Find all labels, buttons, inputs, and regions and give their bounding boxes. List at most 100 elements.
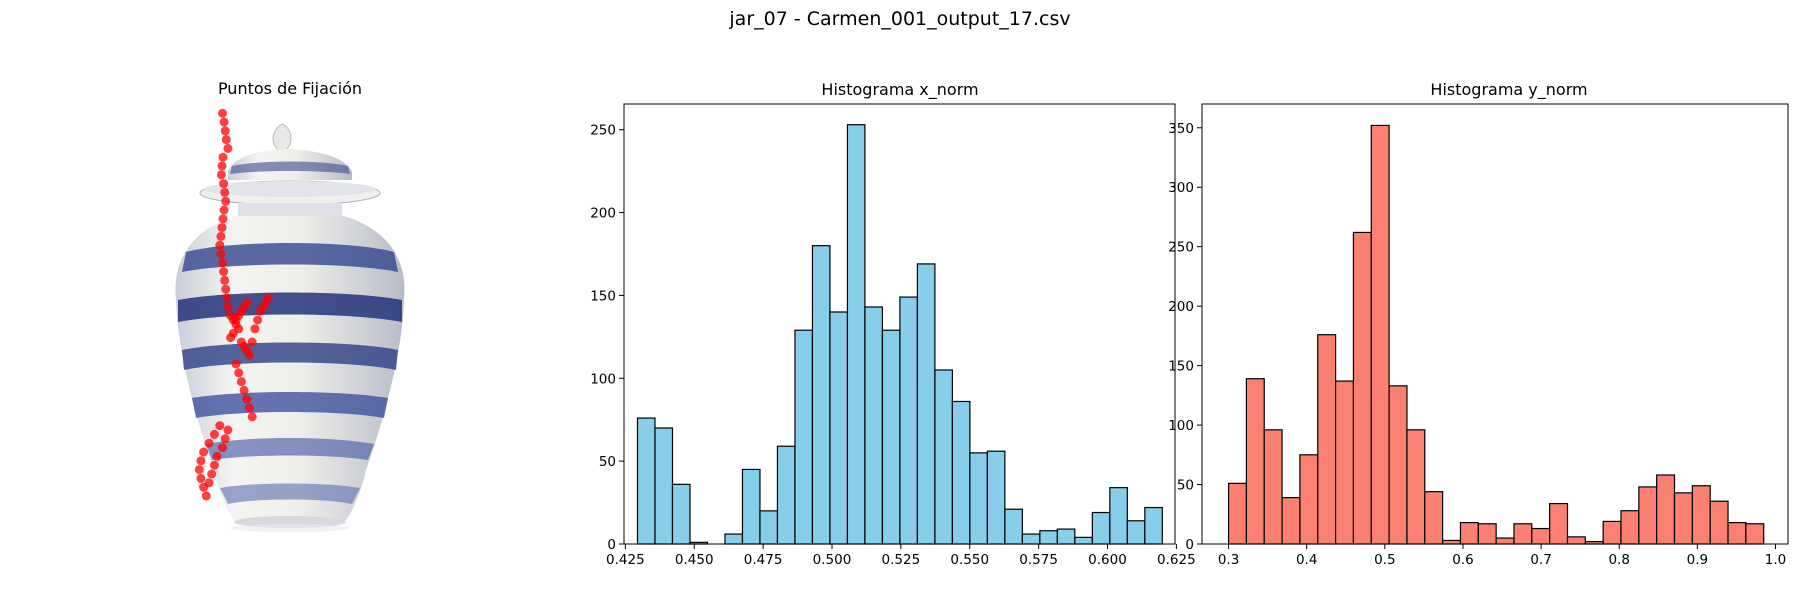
fixation-point <box>239 385 249 395</box>
fixation-point <box>216 249 226 259</box>
hist-y-ytick-label: 200 <box>1168 299 1194 315</box>
hist-x-bar <box>1091 511 1111 545</box>
hist-y-bar <box>1745 523 1765 545</box>
hist-x-bar <box>1074 536 1093 545</box>
fixation-point <box>219 179 229 189</box>
fixation-point <box>250 324 260 334</box>
hist-x-ytick-label: 50 <box>599 454 616 470</box>
hist-y-yaxis: 0 50 100 150 200 250 300 350 <box>1168 121 1202 553</box>
hist-x-bar <box>759 510 779 545</box>
hist-y-xtick-label: 0.4 <box>1296 552 1317 568</box>
hist-x-bar <box>846 124 866 545</box>
hist-x-bar <box>1144 506 1163 545</box>
hist-y-bar <box>1709 500 1729 545</box>
hist-y-xtick-label: 0.6 <box>1452 552 1473 568</box>
fixation-point <box>223 302 233 312</box>
hist-y-bar <box>1424 491 1444 545</box>
hist-x-xtick-label: 0.550 <box>950 552 989 568</box>
hist-x-bar <box>951 400 971 545</box>
hist-y-bar <box>1334 380 1355 545</box>
fixation-point <box>196 456 206 466</box>
fixation-point <box>199 447 209 457</box>
hist-x-yaxis: 0 50 100 150 200 250 <box>590 123 624 553</box>
hist-y-bar <box>1477 523 1497 545</box>
fixation-point <box>196 473 206 483</box>
hist-y-bar <box>1281 497 1301 545</box>
hist-x-xtick-label: 0.600 <box>1088 552 1127 568</box>
hist-y-bar <box>1531 527 1551 545</box>
hist-y-title: Histograma y_norm <box>1430 80 1587 100</box>
fixation-point <box>223 143 233 153</box>
fixation-point <box>204 438 214 448</box>
hist-y-bar <box>1245 378 1265 545</box>
hist-y-bar <box>1513 523 1533 545</box>
hist-y-ytick-label: 0 <box>1185 537 1194 553</box>
hist-x-bars <box>636 124 1163 545</box>
hist-y-ytick-label: 100 <box>1168 418 1194 434</box>
fixation-point <box>222 293 232 303</box>
hist-x-ytick-label: 0 <box>607 537 616 553</box>
hist-x-bar <box>1109 487 1128 545</box>
figure-suptitle: jar_07 - Carmen_001_output_17.csv <box>729 8 1071 30</box>
hist-y-bar <box>1691 485 1711 545</box>
hist-y-xaxis: 0.3 0.4 0.5 0.6 0.7 0.8 0.9 1.0 <box>1218 544 1786 568</box>
fixation-point <box>223 425 233 435</box>
fixation-point <box>234 368 244 378</box>
fixation-point <box>221 284 231 294</box>
hist-x-xtick-label: 0.525 <box>882 552 921 568</box>
hist-x-bar <box>794 329 814 545</box>
fixation-point <box>253 315 263 325</box>
fixation-point <box>194 465 204 475</box>
hist-y-bar <box>1727 521 1747 545</box>
fixation-point <box>217 161 227 171</box>
hist-y-bar <box>1602 520 1622 545</box>
fixation-point <box>226 333 236 343</box>
hist-x-xtick-label: 0.575 <box>1019 552 1058 568</box>
fixation-point <box>218 214 228 224</box>
fixation-point <box>221 135 231 145</box>
hist-y-xtick-label: 0.5 <box>1374 552 1395 568</box>
hist-x-xtick-label: 0.475 <box>744 552 783 568</box>
fixation-point <box>219 205 229 215</box>
hist-x-bar <box>654 427 674 545</box>
fixation-point <box>218 108 227 118</box>
hist-y-xtick-label: 0.9 <box>1687 552 1708 568</box>
hist-y-bar <box>1406 429 1426 545</box>
hist-x-bar <box>741 468 761 545</box>
fixation-point <box>212 451 222 461</box>
hist-y-xtick-label: 0.8 <box>1608 552 1629 568</box>
hist-x-bar <box>1021 533 1041 545</box>
hist-x-frame <box>623 103 1176 545</box>
fixation-point <box>218 443 227 453</box>
hist-y-bar <box>1317 334 1337 545</box>
hist-x-xtick-label: 0.625 <box>1157 552 1196 568</box>
hist-x-bar <box>829 311 849 545</box>
hist-x-bar <box>811 245 831 545</box>
hist-x-xtick-label: 0.450 <box>675 552 714 568</box>
hist-x-bar <box>636 417 656 545</box>
hist-y-bar <box>1442 539 1462 545</box>
hist-x-title: Histograma x_norm <box>821 80 978 100</box>
hist-y-bar <box>1299 454 1319 545</box>
hist-y-bar <box>1263 429 1283 545</box>
fixation-point <box>216 231 226 241</box>
hist-y-bar <box>1459 521 1479 545</box>
hist-y-bar <box>1388 385 1408 545</box>
fixation-point <box>209 429 219 439</box>
hist-x-bar <box>969 452 988 545</box>
fixation-point <box>236 377 246 387</box>
fixation-point <box>220 275 230 285</box>
hist-y-bar <box>1370 124 1390 545</box>
hist-x-ytick-label: 250 <box>590 123 616 139</box>
hist-y-ytick-label: 250 <box>1168 240 1194 256</box>
fixation-point <box>263 293 273 303</box>
hist-y-bar <box>1638 486 1658 545</box>
fixation-point <box>220 434 230 444</box>
fixation-point <box>220 187 230 197</box>
fixation-point <box>216 170 226 180</box>
hist-x-bar <box>1004 508 1023 545</box>
fixation-point <box>247 337 257 347</box>
hist-y-bars <box>1227 124 1765 545</box>
fixation-point <box>219 117 229 127</box>
hist-x-bar <box>916 263 936 545</box>
